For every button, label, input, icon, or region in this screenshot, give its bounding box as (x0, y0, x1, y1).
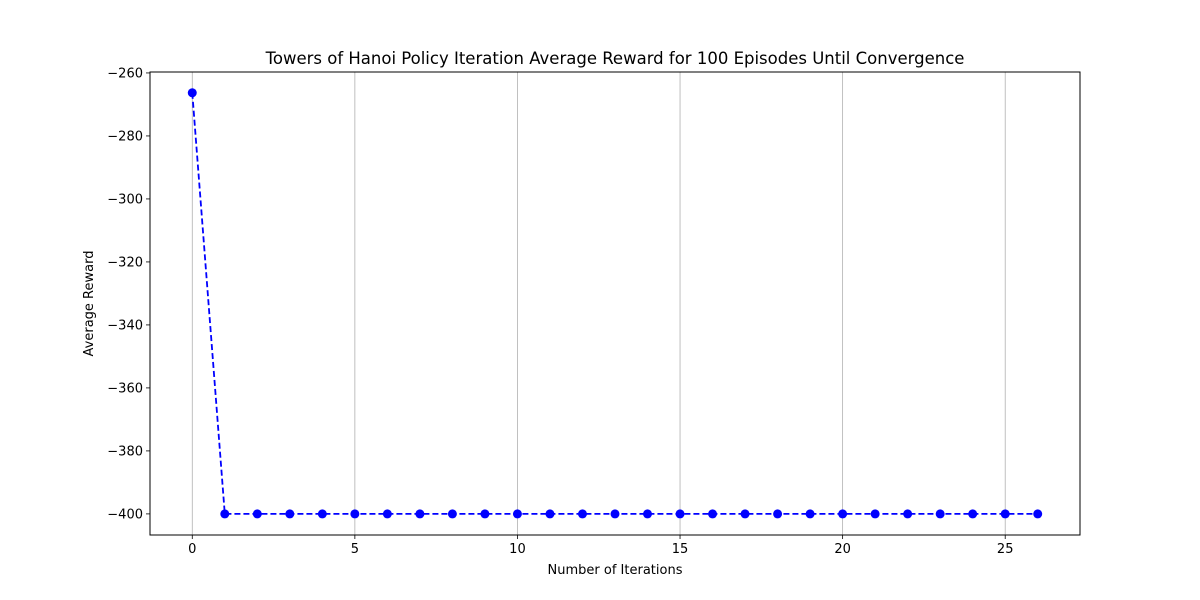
y-tick-label: −320 (107, 255, 143, 270)
data-point (903, 509, 913, 519)
data-point (1000, 509, 1010, 519)
x-tick-label: 5 (351, 542, 359, 557)
data-point (350, 509, 360, 519)
x-axis: 0 5 10 15 20 25 (188, 535, 1013, 557)
chart-title: Towers of Hanoi Policy Iteration Average… (265, 49, 965, 68)
data-point (382, 509, 392, 519)
x-tick-label: 15 (672, 542, 689, 557)
y-tick-label: −400 (107, 507, 143, 522)
x-tick-label: 25 (997, 542, 1014, 557)
data-point (740, 509, 750, 519)
data-point (675, 509, 685, 519)
data-point (545, 509, 555, 519)
data-point (643, 509, 653, 519)
plot-frame (149, 71, 1081, 536)
data-point (447, 509, 457, 519)
data-point (285, 509, 295, 519)
data-point (1033, 509, 1043, 519)
x-axis-title: Number of Iterations (548, 563, 683, 578)
y-tick-label: −360 (107, 381, 143, 396)
data-point (935, 509, 945, 519)
y-tick-label: −300 (107, 192, 143, 207)
plot-area (150, 72, 1080, 535)
grid-lines (191, 72, 1006, 535)
data-point (968, 509, 978, 519)
series-layer (187, 88, 1043, 519)
x-tick-label: 10 (509, 542, 526, 557)
data-point (317, 509, 327, 519)
y-axis: −260 −280 −300 −320 −340 −360 −380 −400 (107, 66, 150, 522)
data-point (838, 509, 848, 519)
data-point (773, 509, 783, 519)
y-tick-label: −280 (107, 129, 143, 144)
data-point (220, 509, 230, 519)
data-point (512, 509, 522, 519)
y-tick-label: −380 (107, 444, 143, 459)
data-point (252, 509, 262, 519)
data-point (870, 509, 880, 519)
y-tick-label: −260 (107, 66, 143, 81)
y-tick-label: −340 (107, 318, 143, 333)
data-point (577, 509, 587, 519)
x-tick-label: 20 (834, 542, 851, 557)
data-point (187, 88, 197, 98)
data-point (610, 509, 620, 519)
data-point (708, 509, 718, 519)
x-tick-label: 0 (188, 542, 196, 557)
data-point (415, 509, 425, 519)
data-point (805, 509, 815, 519)
data-point (480, 509, 490, 519)
y-axis-title: Average Reward (82, 251, 97, 357)
